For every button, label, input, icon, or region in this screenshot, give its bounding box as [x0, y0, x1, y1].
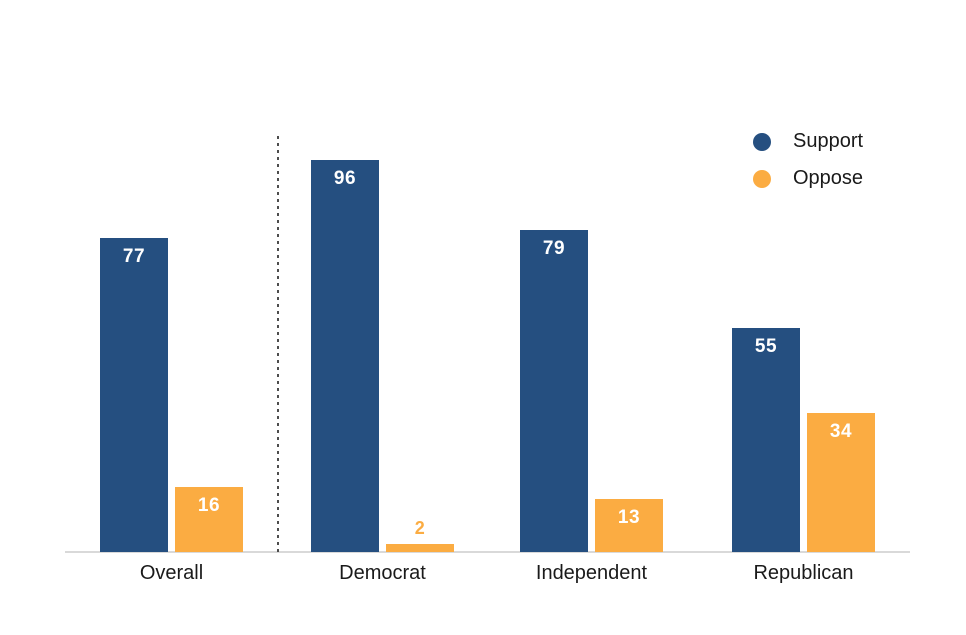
chart-legend: Support Oppose [753, 130, 863, 190]
bar-value-label: 96 [333, 168, 357, 189]
overall-separator-dashed-line [277, 136, 279, 552]
category-label-republican: Republican [753, 562, 854, 584]
bar-value-label: 79 [542, 238, 566, 259]
bar-value-label: 2 [414, 518, 426, 538]
category-label-overall: Overall [139, 562, 204, 584]
legend-dot-support [753, 132, 771, 151]
bar-oppose-republican: 34 [807, 413, 875, 552]
legend-item-oppose: Oppose [753, 167, 863, 190]
legend-label: Support [793, 130, 864, 152]
bar-value-label: 16 [197, 495, 221, 516]
legend-label: Oppose [793, 167, 864, 189]
bar-value-label: 55 [754, 336, 778, 357]
bar-oppose-overall: 16 [175, 487, 243, 552]
legend-item-support: Support [753, 130, 863, 153]
bar-oppose-democrat: 2 [386, 518, 454, 552]
x-axis-line [65, 551, 910, 553]
bar-oppose-independent: 13 [595, 499, 663, 552]
bar-support-overall: 77 [100, 238, 168, 552]
bar-support-independent: 79 [520, 230, 588, 552]
category-label-democrat: Democrat [339, 562, 426, 584]
bar-value-label: 13 [617, 507, 641, 528]
bar-support-democrat: 96 [311, 160, 379, 552]
category-label-independent: Independent [535, 562, 648, 584]
bar-support-republican: 55 [732, 328, 800, 552]
legend-dot-oppose [753, 169, 771, 188]
bar-value-label: 77 [122, 246, 146, 267]
bar-value-label: 34 [829, 421, 853, 442]
